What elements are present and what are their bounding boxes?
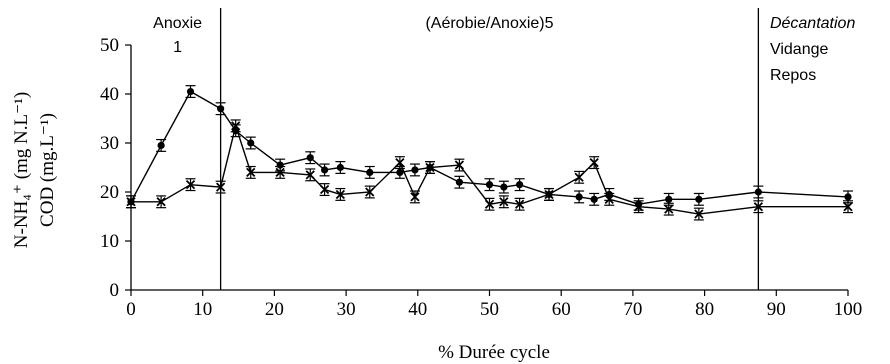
phase-label: 1 xyxy=(173,39,182,56)
data-point xyxy=(665,195,673,203)
data-point xyxy=(695,195,703,203)
x-tick-label: 40 xyxy=(408,299,427,320)
data-series xyxy=(126,85,853,221)
data-point xyxy=(215,182,226,192)
data-point xyxy=(410,192,420,202)
series-2 xyxy=(126,119,853,221)
x-tick-label: 70 xyxy=(623,299,642,320)
data-point xyxy=(590,195,598,203)
x-tick-label: 60 xyxy=(552,299,571,320)
data-point xyxy=(604,194,614,204)
phase-label: Vidange xyxy=(770,41,829,58)
series-1 xyxy=(126,85,853,211)
x-axis-label: % Durée cycle xyxy=(438,342,550,363)
data-point xyxy=(247,139,255,147)
phase-label: Repos xyxy=(770,67,816,84)
y-axis-label: N-NH₄⁺ (mg N.L⁻¹) COD (mg.L⁻¹) xyxy=(11,92,58,248)
x-tick-label: 100 xyxy=(834,299,863,320)
data-point xyxy=(336,163,344,172)
y-tick-label: 10 xyxy=(100,231,119,252)
data-point xyxy=(126,197,136,207)
data-point xyxy=(305,170,315,180)
data-point xyxy=(454,160,465,170)
data-point xyxy=(319,184,330,195)
data-point xyxy=(365,187,375,197)
x-tick-label: 90 xyxy=(767,299,786,320)
x-tick-label: 30 xyxy=(337,299,356,320)
data-point xyxy=(485,181,494,189)
data-point xyxy=(335,189,346,200)
data-point xyxy=(186,87,195,96)
x-tick-label: 0 xyxy=(126,299,136,320)
data-point xyxy=(320,166,329,174)
data-point xyxy=(514,199,525,209)
data-point xyxy=(843,202,853,212)
x-tick-label: 80 xyxy=(695,299,714,320)
data-point xyxy=(516,181,524,189)
data-point xyxy=(455,178,463,186)
data-point xyxy=(396,168,404,176)
phase-label: Décantation xyxy=(770,15,855,32)
y-tick-label: 40 xyxy=(100,84,119,105)
data-point xyxy=(754,188,762,196)
data-point xyxy=(484,199,495,209)
data-point xyxy=(633,202,644,212)
y-axis-label-line-2: COD (mg.L⁻¹) xyxy=(37,113,58,227)
data-point xyxy=(664,204,674,214)
axes: 0 10 20 30 40 50 60 70 80 90 100 0 10 20 30 40 50 xyxy=(100,35,862,320)
data-point xyxy=(589,157,599,168)
x-tick-label: 20 xyxy=(265,299,284,320)
data-point xyxy=(306,154,314,162)
data-point xyxy=(575,193,583,201)
data-point xyxy=(500,183,508,191)
data-point xyxy=(395,157,405,168)
y-tick-label: 30 xyxy=(100,133,119,154)
phase-label: Anoxie xyxy=(153,15,202,32)
data-point xyxy=(574,172,584,182)
data-point xyxy=(231,121,241,131)
y-axis-label-line-1: N-NH₄⁺ (mg N.L⁻¹) xyxy=(11,92,32,248)
data-point xyxy=(694,209,704,219)
data-point xyxy=(157,141,165,150)
x-tick-label: 50 xyxy=(480,299,499,320)
x-tick-label: 10 xyxy=(193,299,212,320)
data-point xyxy=(544,189,554,200)
data-point xyxy=(156,197,166,207)
data-point xyxy=(185,180,196,190)
y-tick-label: 20 xyxy=(100,182,119,203)
data-point xyxy=(411,166,419,174)
data-point xyxy=(275,167,285,178)
phase-label: (Aérobie/Anoxie)5 xyxy=(425,15,553,32)
data-point xyxy=(366,168,374,176)
y-tick-label: 50 xyxy=(100,35,119,56)
data-point xyxy=(844,193,852,201)
data-point xyxy=(246,167,256,178)
data-point xyxy=(425,162,435,173)
data-point xyxy=(753,202,764,212)
data-point xyxy=(217,105,225,113)
data-point xyxy=(499,197,509,207)
phase-markers: Anoxie 1 (Aérobie/Anoxie)5 Décantation Vidan… xyxy=(153,8,855,290)
y-tick-label: 0 xyxy=(110,280,120,301)
